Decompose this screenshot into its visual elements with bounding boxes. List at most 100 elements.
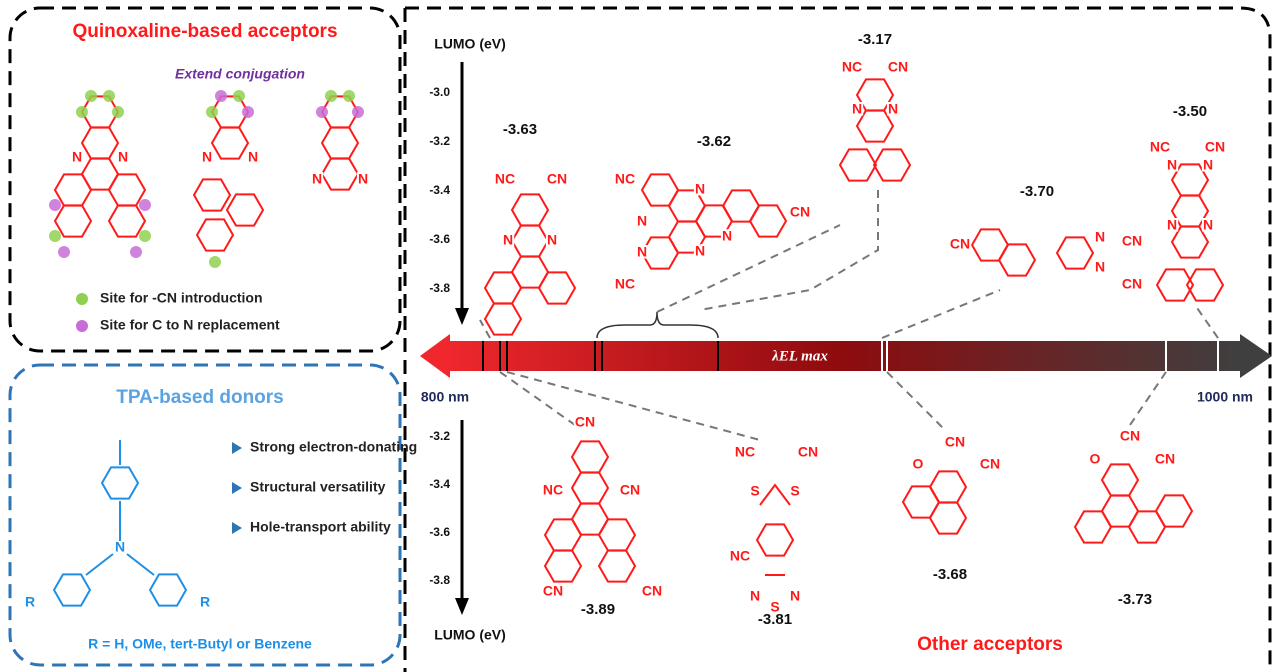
atom-label: N — [118, 149, 128, 165]
wavelength-right: 1000 nm — [1197, 389, 1253, 405]
tick-label: -3.4 — [429, 477, 450, 491]
ring — [55, 174, 91, 205]
atom-label: NC — [615, 171, 635, 187]
atom-label: N — [722, 228, 732, 244]
atom-label: O — [1090, 451, 1101, 467]
ring — [545, 519, 581, 550]
brace — [597, 312, 718, 338]
atom-label: N — [1167, 157, 1177, 173]
ring — [109, 174, 145, 205]
atom-label: N — [888, 101, 898, 117]
lumo-value: -3.63 — [503, 121, 537, 138]
atom-label: CN — [620, 482, 640, 498]
atom-label: NC — [495, 171, 515, 187]
atom-label: N — [1095, 259, 1105, 275]
axis-top-arrow — [455, 308, 469, 325]
atom-label: CN — [547, 171, 567, 187]
atom-label: NC — [730, 548, 750, 564]
ring — [194, 179, 230, 210]
ring — [150, 574, 186, 605]
tick-label: -3.8 — [429, 281, 450, 295]
lumo-value: -3.89 — [581, 601, 615, 618]
ring — [512, 194, 548, 225]
ring — [1102, 464, 1138, 495]
site-dot — [76, 106, 88, 118]
atom-label: N — [1203, 157, 1213, 173]
ring — [572, 472, 608, 503]
atom-label: N — [695, 243, 705, 259]
atom-label: S — [770, 599, 779, 615]
bar-arrow-right — [1240, 334, 1272, 378]
ring — [322, 127, 358, 158]
ring — [55, 205, 91, 236]
feature: Structural versatility — [250, 479, 386, 495]
ring — [539, 272, 575, 303]
atom-label: N — [115, 539, 125, 555]
legend-label: Site for C to N replacement — [100, 317, 280, 333]
atom-label: N — [852, 101, 862, 117]
ring — [599, 550, 635, 581]
axis-bottom-arrow — [455, 598, 469, 615]
lumo-value: -3.62 — [697, 133, 731, 150]
ring — [485, 303, 521, 334]
site-dot — [49, 230, 61, 242]
atom-label: N — [1167, 217, 1177, 233]
ring — [197, 219, 233, 250]
atom-label: N — [695, 181, 705, 197]
atom-label: R — [200, 594, 210, 610]
ring — [999, 244, 1035, 275]
ring — [642, 237, 678, 268]
ring — [723, 190, 759, 221]
atom-label: N — [750, 588, 760, 604]
ring — [750, 205, 786, 236]
wavelength-left: 800 nm — [421, 389, 469, 405]
bullet — [232, 482, 242, 494]
site-dot — [233, 90, 245, 102]
atom-label: N — [790, 588, 800, 604]
legend-label: Site for -CN introduction — [100, 290, 263, 306]
feature: Hole-transport ability — [250, 519, 391, 535]
lumo-value: -3.68 — [933, 566, 967, 583]
site-dot — [139, 199, 151, 211]
atom-label: CN — [945, 434, 965, 450]
ring — [82, 127, 118, 158]
ring — [1075, 511, 1111, 542]
ring — [874, 149, 910, 180]
panel-title: Quinoxaline-based acceptors — [72, 21, 337, 42]
atom-label: CN — [1122, 233, 1142, 249]
atom-label: R — [25, 594, 35, 610]
bullet — [232, 522, 242, 534]
atom-label: NC — [543, 482, 563, 498]
atom-label: CN — [980, 456, 1000, 472]
site-dot — [103, 90, 115, 102]
atom-label: NC — [615, 276, 635, 292]
atom-label: CN — [950, 236, 970, 252]
atom-label: N — [503, 232, 513, 248]
ring — [102, 467, 138, 498]
note: Extend conjugation — [175, 66, 305, 82]
site-dot — [112, 106, 124, 118]
site-dot — [316, 106, 328, 118]
site-dot — [209, 256, 221, 268]
ring — [545, 550, 581, 581]
ring — [109, 205, 145, 236]
ring — [322, 158, 358, 189]
acceptor-panel — [405, 8, 1270, 672]
site-dot — [325, 90, 337, 102]
atom-label: N — [202, 149, 212, 165]
bar-label: λEL max — [771, 348, 828, 364]
site-dot — [85, 90, 97, 102]
tick-label: -3.6 — [429, 525, 450, 539]
atom-label: CN — [888, 59, 908, 75]
legend-dot — [76, 320, 88, 332]
axis-label: LUMO (eV) — [434, 36, 506, 52]
atom-label: O — [913, 456, 924, 472]
tick-label: -3.8 — [429, 573, 450, 587]
site-dot — [215, 90, 227, 102]
axis-label: LUMO (eV) — [434, 627, 506, 643]
donor-panel — [10, 365, 400, 665]
atom-label: CN — [1122, 276, 1142, 292]
atom-label: CN — [1205, 139, 1225, 155]
atom-label: CN — [575, 414, 595, 430]
other-label: Other acceptors — [917, 634, 1063, 655]
